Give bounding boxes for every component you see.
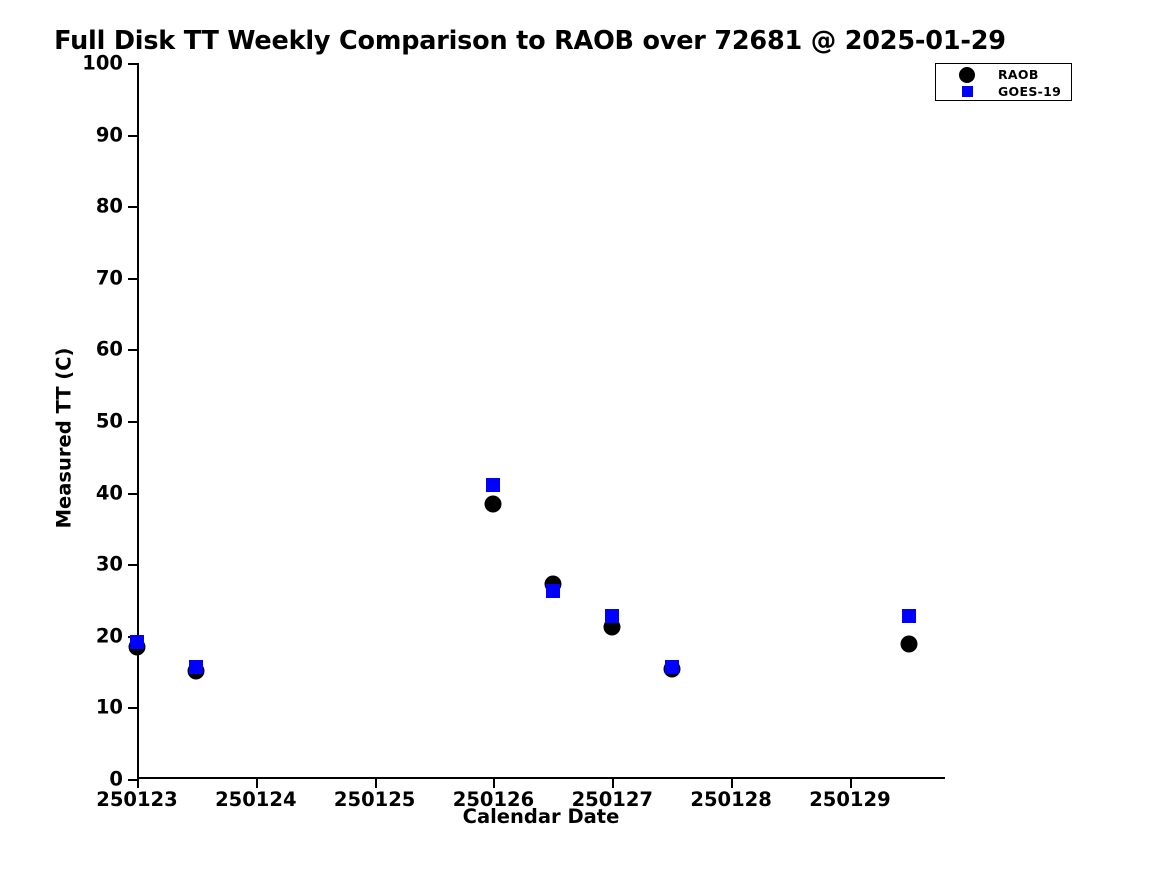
x-tick-mark — [731, 779, 734, 788]
y-tick-label: 50 — [95, 409, 123, 433]
y-tick-label: 80 — [95, 194, 123, 218]
y-tick-label: 10 — [95, 695, 123, 719]
x-tick-mark — [849, 779, 852, 788]
data-point-raob — [603, 618, 621, 636]
x-tick-label: 250125 — [333, 788, 416, 811]
legend-marker-circle-icon — [936, 66, 998, 83]
data-point-goes-19 — [130, 635, 144, 650]
data-point-raob — [484, 495, 502, 513]
x-tick-mark — [612, 779, 615, 788]
data-point-goes-19 — [486, 478, 501, 493]
y-tick-mark — [128, 564, 137, 567]
y-tick-mark — [128, 349, 137, 352]
y-tick-mark — [128, 492, 137, 495]
data-point-goes-19 — [605, 608, 620, 623]
y-tick-mark — [128, 707, 137, 710]
data-point-goes-19 — [545, 583, 560, 598]
plot-area: 0 10 20 30 40 50 60 70 80 90 100 250123 250124 25012… — [82, 52, 945, 811]
legend-label-goes19: GOES-19 — [998, 84, 1062, 99]
x-tick-label: 250124 — [215, 788, 297, 811]
y-tick-label: 20 — [95, 624, 123, 648]
y-tick-label: 70 — [95, 266, 123, 290]
data-point-goes-19 — [902, 609, 917, 624]
x-tick-label: 250128 — [690, 788, 772, 811]
axis-frame — [137, 63, 945, 779]
y-tick-label: 60 — [95, 337, 123, 361]
chart-legend: RAOB GOES-19 — [935, 63, 1072, 101]
x-tick-label: 250123 — [96, 788, 178, 811]
y-axis-title: Measured TT (C) — [52, 347, 76, 528]
x-tick-mark — [255, 779, 258, 788]
x-tick-mark — [374, 779, 377, 788]
x-tick-mark — [493, 779, 496, 788]
x-axis-title: Calendar Date — [462, 805, 620, 828]
y-tick-mark — [128, 206, 137, 209]
legend-entry-raob: RAOB — [936, 66, 1071, 83]
y-tick-label: 30 — [95, 552, 123, 576]
data-point-goes-19 — [664, 660, 679, 675]
y-tick-label: 100 — [82, 51, 123, 75]
y-tick-label: 40 — [95, 481, 123, 505]
chart-title: Full Disk TT Weekly Comparison to RAOB o… — [54, 26, 1006, 56]
y-tick-label: 0 — [109, 767, 123, 791]
y-tick-mark — [128, 134, 137, 137]
data-point-goes-19 — [189, 659, 204, 674]
y-tick-mark — [128, 277, 137, 280]
y-tick-mark — [128, 421, 137, 423]
x-tick-label: 250127 — [571, 788, 653, 811]
data-point-raob — [900, 635, 918, 653]
x-tick-label: 250129 — [809, 788, 891, 811]
y-tick-mark — [128, 779, 137, 781]
legend-marker-square-icon — [936, 86, 998, 97]
y-tick-label: 90 — [95, 123, 123, 147]
legend-label-raob: RAOB — [998, 67, 1039, 82]
y-tick-mark — [128, 63, 137, 65]
legend-entry-goes19: GOES-19 — [936, 83, 1071, 100]
x-tick-mark — [137, 779, 139, 788]
x-tick-label: 250126 — [452, 788, 535, 811]
